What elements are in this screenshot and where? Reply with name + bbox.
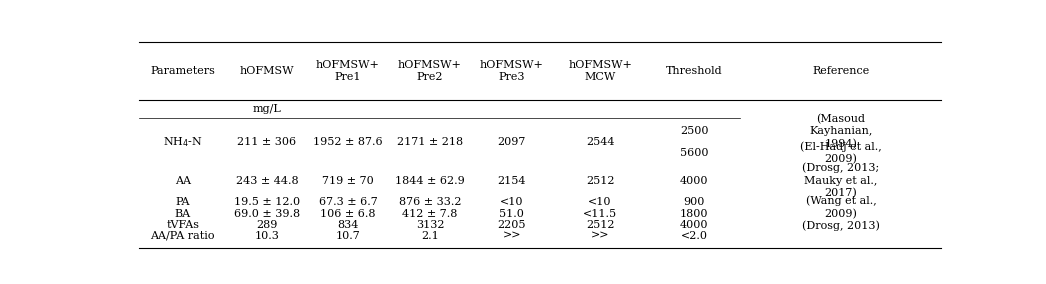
Text: (El-Hadj et al.,
2009): (El-Hadj et al., 2009) (800, 141, 882, 165)
Text: (Drosg, 2013): (Drosg, 2013) (802, 220, 880, 231)
Text: Parameters: Parameters (151, 66, 215, 76)
Text: hOFMSW+
Pre3: hOFMSW+ Pre3 (480, 60, 544, 82)
Text: 719 ± 70: 719 ± 70 (322, 176, 373, 186)
Text: 2544: 2544 (586, 137, 614, 147)
Text: Threshold: Threshold (666, 66, 723, 76)
Text: mg/L: mg/L (252, 104, 281, 114)
Text: >>: >> (502, 231, 521, 241)
Text: hOFMSW+
Pre1: hOFMSW+ Pre1 (316, 60, 380, 82)
Text: 19.5 ± 12.0: 19.5 ± 12.0 (234, 197, 300, 206)
Text: AA/PA ratio: AA/PA ratio (151, 231, 214, 241)
Text: 412 ± 7.8: 412 ± 7.8 (403, 209, 457, 219)
Text: 5600: 5600 (680, 148, 708, 158)
Text: hOFMSW+
MCW: hOFMSW+ MCW (568, 60, 632, 82)
Text: 211 ± 306: 211 ± 306 (237, 137, 296, 147)
Text: 2205: 2205 (498, 220, 526, 230)
Text: 1800: 1800 (680, 209, 708, 219)
Text: 2512: 2512 (586, 220, 614, 230)
Text: (Wang et al.,
2009): (Wang et al., 2009) (805, 196, 877, 219)
Text: 69.0 ± 39.8: 69.0 ± 39.8 (234, 209, 300, 219)
Text: <10: <10 (588, 197, 612, 206)
Text: 2500: 2500 (680, 126, 708, 136)
Text: 106 ± 6.8: 106 ± 6.8 (320, 209, 376, 219)
Text: 10.7: 10.7 (336, 231, 361, 241)
Text: 3132: 3132 (415, 220, 445, 230)
Text: 2.1: 2.1 (420, 231, 438, 241)
Text: Reference: Reference (813, 66, 869, 76)
Text: 2512: 2512 (586, 176, 614, 186)
Text: PA: PA (176, 197, 190, 206)
Text: 2097: 2097 (498, 137, 526, 147)
Text: 289: 289 (256, 220, 277, 230)
Text: 2154: 2154 (498, 176, 526, 186)
Text: 1844 ± 62.9: 1844 ± 62.9 (395, 176, 464, 186)
Text: 10.3: 10.3 (254, 231, 279, 241)
Text: 243 ± 44.8: 243 ± 44.8 (235, 176, 298, 186)
Text: <2.0: <2.0 (681, 231, 708, 241)
Text: 51.0: 51.0 (499, 209, 524, 219)
Text: <10: <10 (500, 197, 523, 206)
Text: 2171 ± 218: 2171 ± 218 (396, 137, 463, 147)
Text: tVFAs: tVFAs (166, 220, 199, 230)
Text: 834: 834 (337, 220, 359, 230)
Text: >>: >> (591, 231, 610, 241)
Text: 1952 ± 87.6: 1952 ± 87.6 (313, 137, 383, 147)
Text: 4000: 4000 (680, 220, 708, 230)
Text: BA: BA (175, 209, 190, 219)
Text: (Drosg, 2013;
Mauky et al.,
2017): (Drosg, 2013; Mauky et al., 2017) (802, 163, 880, 199)
Text: NH$_4$-N: NH$_4$-N (163, 135, 203, 149)
Text: hOFMSW: hOFMSW (240, 66, 294, 76)
Text: <11.5: <11.5 (583, 209, 617, 219)
Text: 67.3 ± 6.7: 67.3 ± 6.7 (319, 197, 378, 206)
Text: 900: 900 (683, 197, 705, 206)
Text: AA: AA (175, 176, 190, 186)
Text: 876 ± 33.2: 876 ± 33.2 (399, 197, 461, 206)
Text: 4000: 4000 (680, 176, 708, 186)
Text: (Masoud
Kayhanian,
1994): (Masoud Kayhanian, 1994) (810, 114, 872, 149)
Text: hOFMSW+
Pre2: hOFMSW+ Pre2 (397, 60, 462, 82)
